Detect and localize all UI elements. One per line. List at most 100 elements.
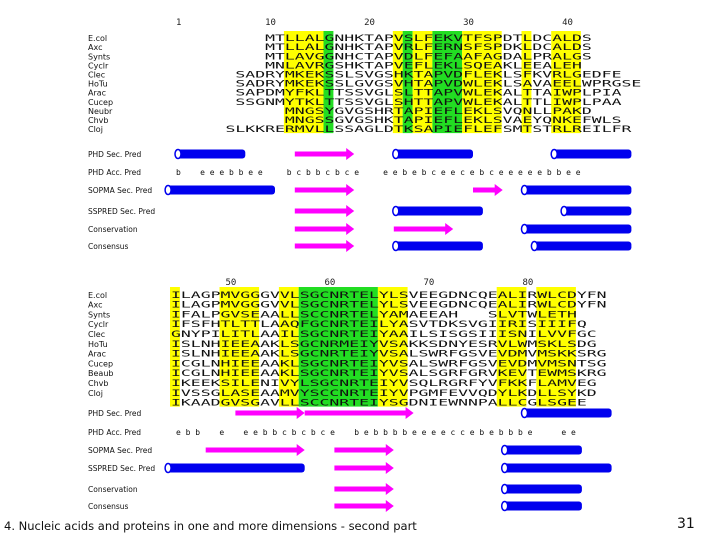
ruler-number: 20 [364,18,375,28]
strand-arrow [473,184,503,196]
sequence-row: SSGNMYTKLTTSSVGLSHTTAPVWLEKALTTLIWPLPAA [176,98,631,108]
track-label: PHD Sec. Pred [88,150,142,159]
sequence-row: ILAGPMVGGGVVLSGCNRTELYLSVEEGDNCQEALIRWLC… [171,301,607,311]
sequence-row: MNLAVRGSHKTAPVEFLEKLSQEAKLEEALEH [176,61,592,71]
helix-bar [520,223,632,235]
strand-arrow [294,184,355,196]
sequence-name: Axc [88,43,102,52]
ruler-number: 30 [463,18,474,28]
ruler-number: 60 [325,278,336,288]
sequence-name: HoTu [88,80,108,89]
track-label: Consensus [88,242,129,251]
helix-bar [392,148,473,160]
track-label: Conservation [88,485,138,494]
sequence-row: MNGSSGVGSHKTAPIEFLEKLSVAEYQNKEFWLS [176,116,622,126]
highlight-column-yellow [521,31,532,134]
sequence-name: Chvb [88,116,108,125]
helix-bar [520,407,612,419]
sequence-name: E.col [88,34,107,43]
sequence-row: IFALPGVSEAALLSCCNRTELYAMAEEAH SLVTWLETH [171,310,607,320]
sequence-name: Axc [88,301,102,310]
helix-bar [550,148,632,160]
ruler-number: 40 [562,18,573,28]
sequence-row: ICGLNHIEEAAKLSGCNRTEIYVSALSWRFGSVEVDMVMS… [171,359,607,369]
highlight-column-yellow [377,287,408,407]
strand-arrow [294,205,355,217]
highlight-column-yellow [551,31,581,134]
strand-arrow [334,483,394,495]
sequence-row: IFSFHTLTTLAAQFGCNRTEILYASVTDKSVGIIRISIII… [171,320,607,330]
sequence-row: MNGSYGVGSHRTAPIEFLEKLSVQNLLPAKD [176,107,592,117]
sequence-row: SAPDMYFKLTTSSVGLSLTTAPVWLEKALTTAIWPLPIA [176,89,631,99]
highlight-column-green [298,287,378,407]
helix-bar [500,444,582,456]
helix-bar [500,500,582,512]
sequence-name: Cucep [88,98,113,107]
highlight-column-yellow [283,31,324,134]
sequence-name: Cyclr [88,61,109,70]
sequence-name: Synts [88,310,110,319]
helix-bar [164,184,275,196]
track-label: SOPMA Sec. Pred [88,446,152,455]
ruler-number: 70 [424,278,435,288]
sequence-row: MTLLALGNHKTAPVSLFEKVTFSPDTLDCALDS [176,34,592,44]
highlight-column-yellow [496,287,527,407]
helix-bar [392,240,483,252]
highlight-column-yellow [392,31,403,134]
page-number: 31 [677,516,695,532]
strand-arrow [294,223,355,235]
helix-bar [560,205,632,217]
sequence-row: GNYPILITLAAILSGCNRTEIYAAILSISGSIIISNILVV… [171,330,607,340]
sequence-name: HoTu [88,340,108,349]
track-label: PHD Acc. Pred [88,428,141,437]
helix-bar [500,462,612,474]
sequence-name: Cyclr [88,320,109,329]
strand-arrow [294,240,355,252]
sequence-row: IKAADGVSGAVLLSCCNRTEIYSGDNIEWNNPALLCGLSG… [171,399,607,409]
strand-arrow [205,444,305,456]
sequence-name: E.col [88,291,107,300]
ruler-number: 80 [523,278,534,288]
strand-arrow [235,407,305,419]
ruler-number: 1 [176,18,181,28]
strand-arrow [294,148,355,160]
highlight-column-yellow [412,31,433,134]
highlight-column-green [323,31,334,134]
accessibility-prediction: b e e e b b e e b c b b c b c e e e b e … [176,168,581,177]
highlight-column-green [402,31,413,134]
sequence-name: Cucep [88,359,113,368]
sequence-name: Synts [88,52,110,61]
helix-bar [392,205,483,217]
strand-arrow [334,500,394,512]
ruler-number: 50 [226,278,237,288]
helix-bar [174,148,246,160]
sequence-row: SLKKRERMVLLSSAGLDTKSAPIEFLEFSMTSTRLREILF… [176,125,632,135]
sequence-row: ISLNHIEEAAKLSGCNRMEIYVSAKKSDNYESRVLWMSKL… [171,340,607,350]
ruler-number: 10 [265,18,276,28]
sequence-name: Chvb [88,379,108,388]
track-label: PHD Acc. Pred [88,168,141,177]
strand-arrow [334,444,394,456]
helix-bar [520,184,632,196]
sequence-row: ILAGPMVGGGVVLSGCNRTELYLSVEEGDNCQEALIRWLC… [171,291,607,301]
sequence-row: IKEEKSILENIVYLSGCNRTEIYVSQLRGRFYVFKKFLAM… [171,379,607,389]
track-label: PHD Sec. Pred [88,409,142,418]
highlight-column-yellow [170,287,180,407]
track-label: SSPRED Sec. Pred [88,464,155,473]
highlight-column-green [432,31,463,134]
sequence-name: Clec [88,330,105,339]
highlight-column-yellow [536,287,576,407]
sequence-name: Beaub [88,369,113,378]
alignment-figure: 1 10 20 30 40E.colAxcSyntsCyclrClecHoTuAracC… [88,18,641,512]
track-label: Consensus [88,502,129,511]
highlight-column-yellow [462,31,502,134]
track-label: SSPRED Sec. Pred [88,207,155,216]
helix-bar [500,483,582,495]
strand-arrow [304,407,414,419]
sequence-row: MTLAVGGNHCTAPVDLFEFAAFAGDALPRALGS [176,52,592,62]
strand-arrow [334,462,394,474]
sequence-name: Cloj [88,389,103,398]
sequence-row: SADRYMKEKSSLSVGSHKTAPVDFLEKLSFKVRLGEDFE [176,71,622,81]
sequence-name: Clec [88,71,105,80]
